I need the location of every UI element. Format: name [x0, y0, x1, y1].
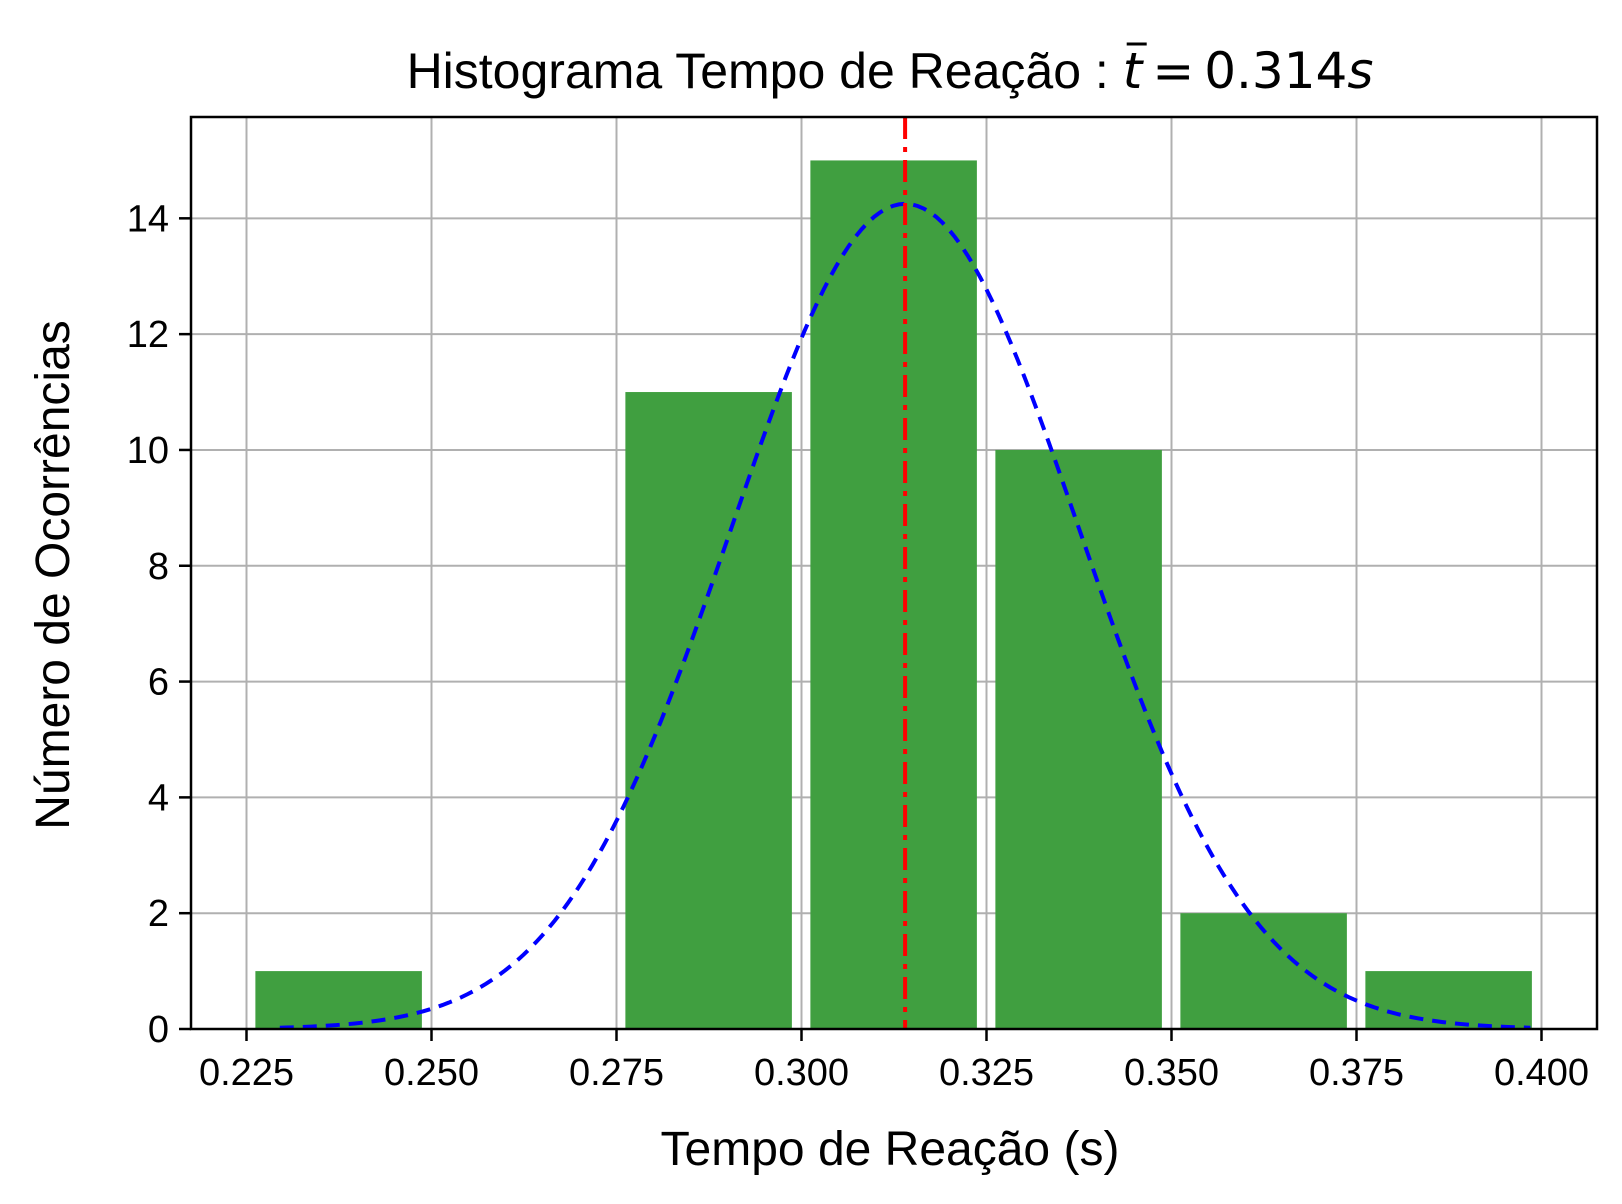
- x-tick-label-2: 0.275: [569, 1052, 664, 1094]
- title-mean-symbol: t: [1123, 42, 1145, 100]
- y-tick-label-5: 10: [127, 430, 169, 472]
- histogram-bar-3: [995, 449, 1162, 1029]
- x-axis-title: Tempo de Reação (s): [661, 1123, 1120, 1176]
- histogram-bar-2: [810, 160, 977, 1029]
- normal-fit-curve: [279, 201, 1531, 1030]
- y-tick-label-2: 4: [148, 777, 169, 819]
- axis-ticks: 0.225 0.250 0.275 0.300 0.325 0.350 0.375 0.400…: [127, 198, 1589, 1094]
- y-axis-title: Número de Ocorrências: [27, 320, 80, 830]
- x-tick-label-6: 0.375: [1309, 1052, 1404, 1094]
- histogram-bar-5: [1365, 971, 1532, 1029]
- histogram-bars: [255, 160, 1532, 1029]
- x-tick-label-7: 0.400: [1494, 1052, 1589, 1094]
- x-tick-label-0: 0.225: [199, 1052, 294, 1094]
- y-tick-label-7: 14: [127, 198, 169, 240]
- y-tick-label-6: 12: [127, 314, 169, 356]
- x-tick-label-4: 0.325: [939, 1052, 1034, 1094]
- x-tick-label-1: 0.250: [384, 1052, 479, 1094]
- chart-title: Histograma Tempo de Reação : t = 0.314s: [407, 42, 1374, 100]
- x-tick-label-3: 0.300: [754, 1052, 849, 1094]
- title-equals: =: [1152, 42, 1194, 100]
- y-tick-label-4: 8: [148, 546, 169, 588]
- y-tick-label-1: 2: [148, 893, 169, 935]
- title-unit: s: [1347, 42, 1373, 100]
- plot-frame: [189, 115, 1599, 1031]
- title-mean-value: 0.314: [1204, 42, 1347, 100]
- y-tick-label-3: 6: [148, 662, 169, 704]
- chart-title-text: Histograma Tempo de Reação :: [407, 43, 1123, 99]
- histogram-bar-0: [255, 971, 422, 1029]
- x-tick-label-5: 0.350: [1124, 1052, 1219, 1094]
- y-tick-label-0: 0: [148, 1009, 169, 1051]
- histogram-bar-1: [625, 392, 792, 1029]
